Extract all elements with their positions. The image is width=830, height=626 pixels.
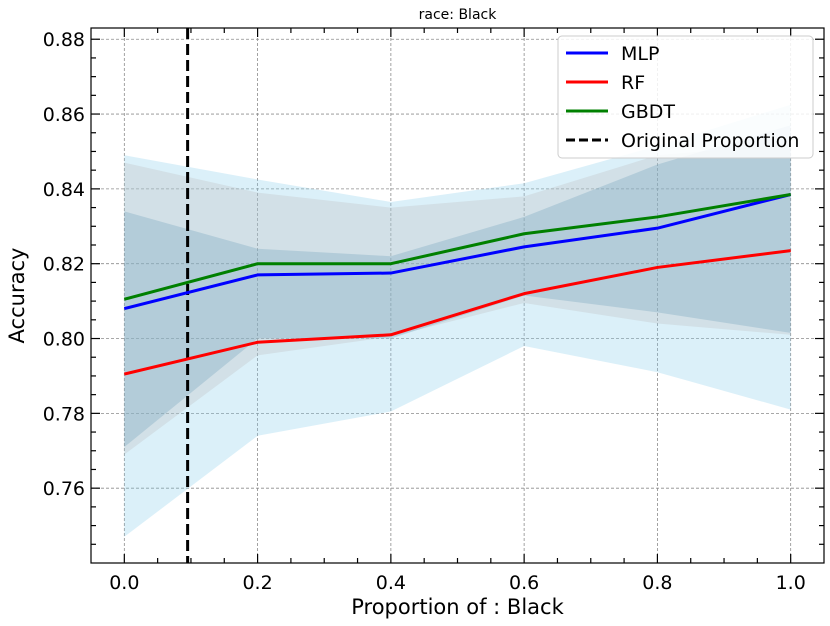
confidence-bands xyxy=(124,104,791,537)
y-tick-label: 0.78 xyxy=(43,403,85,425)
series-line-gbdt xyxy=(123,193,791,301)
legend-label-mlp: MLP xyxy=(621,43,659,65)
y-axis-title: Accuracy xyxy=(5,248,29,344)
y-tick-label: 0.86 xyxy=(43,104,85,126)
confidence-band-mlp xyxy=(124,104,791,537)
series-line-mlp xyxy=(123,193,792,311)
chart-title: race: Black xyxy=(419,7,498,23)
y-tick-label: 0.76 xyxy=(43,478,85,500)
x-tick-label: 0.8 xyxy=(642,572,672,594)
legend-label-rf: RF xyxy=(621,72,645,94)
legend: MLP RF GBDT Original Proportion xyxy=(557,35,814,159)
series-line-rf xyxy=(123,249,791,376)
legend-label-gbdt: GBDT xyxy=(621,101,675,123)
x-tick-label: 1.0 xyxy=(776,572,806,594)
legend-label-original-proportion: Original Proportion xyxy=(621,130,799,152)
y-tick-label: 0.80 xyxy=(43,329,85,351)
legend-box xyxy=(557,35,814,159)
x-tick-label: 0.6 xyxy=(509,572,539,594)
x-tick-label: 0.2 xyxy=(242,572,272,594)
x-tick-label: 0.0 xyxy=(109,572,139,594)
axes: 0.0 0.2 0.4 0.6 0.8 1.0 0.76 0.78 0.80 0.82 0.84 0.… xyxy=(43,27,825,594)
y-tick-label: 0.82 xyxy=(43,254,85,276)
y-tick-label: 0.84 xyxy=(43,179,85,201)
x-tick-label: 0.4 xyxy=(376,572,406,594)
confidence-band-gbdt xyxy=(124,125,791,448)
y-tick-label: 0.88 xyxy=(43,29,85,51)
x-axis-title: Proportion of : Black xyxy=(351,595,564,619)
series-lines xyxy=(123,193,792,376)
